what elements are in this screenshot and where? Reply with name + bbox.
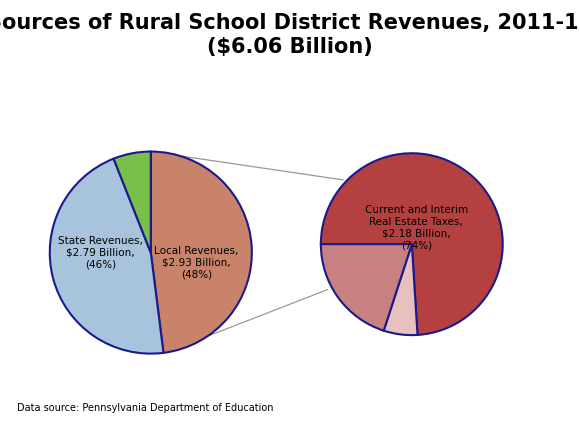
Wedge shape bbox=[114, 152, 151, 253]
Wedge shape bbox=[151, 152, 252, 353]
Text: Other
School Taxes,
$0.58 Billion,
(20%): Other School Taxes, $0.58 Billion, (20%) bbox=[0, 420, 1, 421]
Wedge shape bbox=[321, 153, 503, 335]
Text: Data source: Pennsylvania Department of Education: Data source: Pennsylvania Department of … bbox=[17, 402, 274, 413]
Wedge shape bbox=[50, 159, 164, 354]
Text: Local Revenues,
$2.93 Billion,
(48%): Local Revenues, $2.93 Billion, (48%) bbox=[154, 246, 238, 279]
Text: Other Non-Tax
Local Revenue,
$0.17 Billion,
(6%): Other Non-Tax Local Revenue, $0.17 Billi… bbox=[0, 420, 1, 421]
Text: Sources of Rural School District Revenues, 2011-12
($6.06 Billion): Sources of Rural School District Revenue… bbox=[0, 13, 580, 57]
Text: Federal and Other
Revenues, $0.34 Billion,
(6%): Federal and Other Revenues, $0.34 Billio… bbox=[0, 420, 1, 421]
Wedge shape bbox=[321, 244, 412, 330]
Wedge shape bbox=[384, 244, 418, 335]
Text: State Revenues,
$2.79 Billion,
(46%): State Revenues, $2.79 Billion, (46%) bbox=[58, 236, 143, 269]
Text: Current and Interim
Real Estate Taxes,
$2.18 Billion,
(74%): Current and Interim Real Estate Taxes, $… bbox=[365, 205, 468, 250]
